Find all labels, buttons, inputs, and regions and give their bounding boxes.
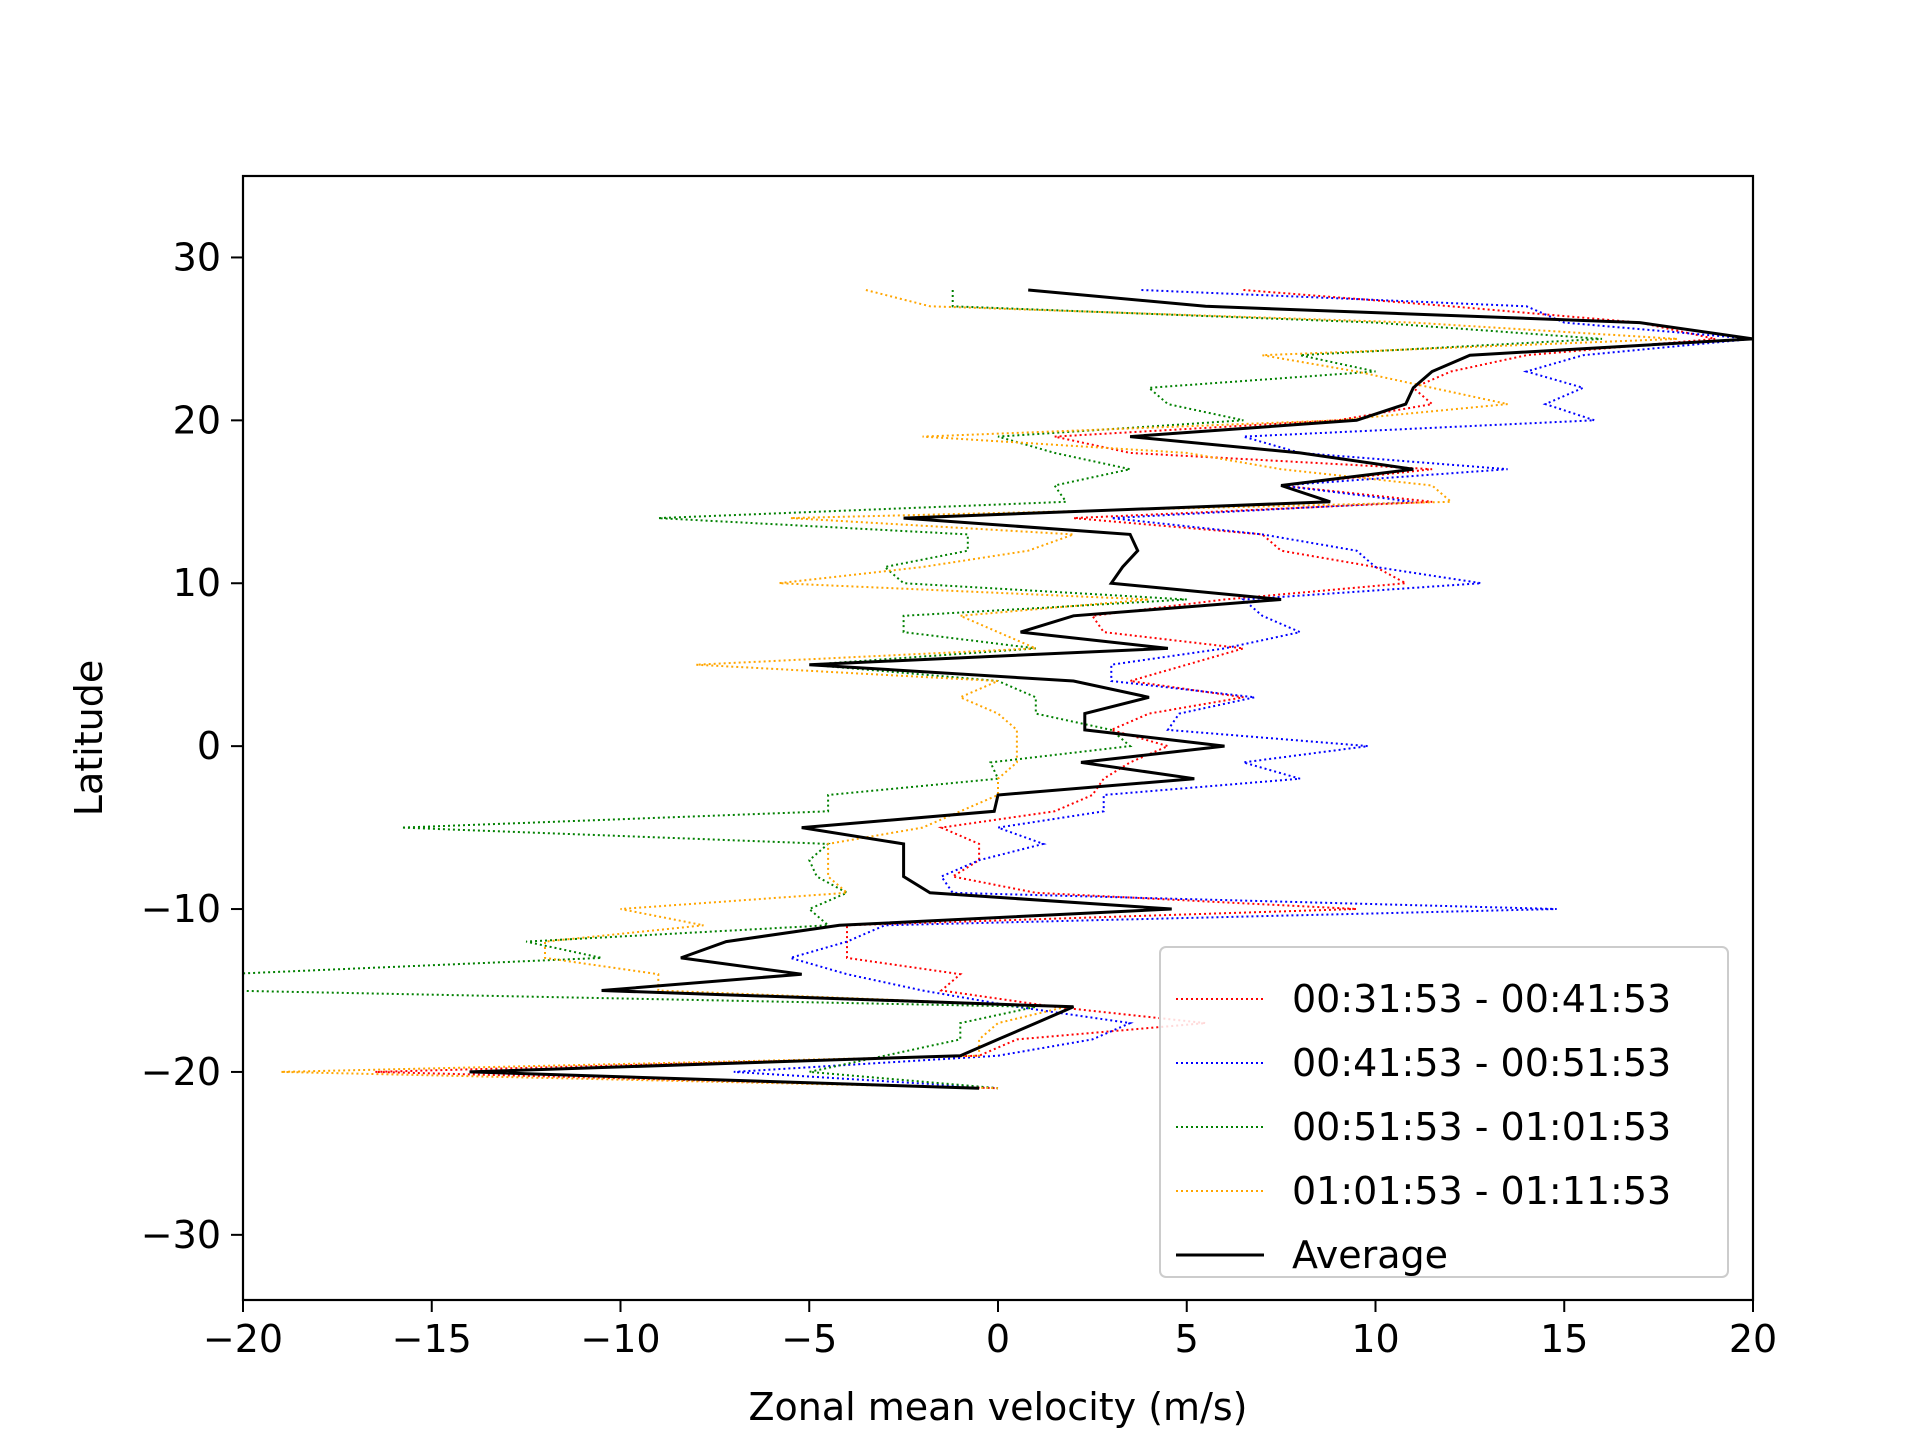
y-tick-label: −10 <box>141 887 221 931</box>
y-tick-label: 10 <box>173 561 221 605</box>
legend-label: 00:51:53 - 01:01:53 <box>1292 1105 1671 1149</box>
x-tick-label: 20 <box>1729 1317 1777 1361</box>
x-axis-ticks: −20 −15 −10 −5 0 5 10 15 20 <box>203 1300 1777 1361</box>
x-tick-label: 10 <box>1351 1317 1399 1361</box>
y-axis-label: Latitude <box>67 660 111 816</box>
legend-label: Average <box>1292 1233 1448 1277</box>
y-tick-label: −30 <box>141 1213 221 1257</box>
x-tick-label: 0 <box>986 1317 1010 1361</box>
y-tick-label: 20 <box>173 398 221 442</box>
y-tick-label: −20 <box>141 1050 221 1094</box>
x-tick-label: −10 <box>580 1317 660 1361</box>
legend: 00:31:53 - 00:41:53 00:41:53 - 00:51:53 00… <box>1159 946 1729 1278</box>
x-tick-label: −20 <box>203 1317 283 1361</box>
series-layer <box>243 288 1753 1090</box>
series-line-5 <box>469 288 1753 1090</box>
y-tick-label: 30 <box>173 235 221 279</box>
legend-box <box>1159 946 1729 1278</box>
series-line-2 <box>733 289 1753 1090</box>
legend-label: 00:41:53 - 00:51:53 <box>1292 1041 1671 1085</box>
x-tick-label: 15 <box>1540 1317 1588 1361</box>
x-tick-label: −5 <box>781 1317 837 1361</box>
x-axis-label: Zonal mean velocity (m/s) <box>749 1385 1248 1429</box>
x-tick-label: −15 <box>392 1317 472 1361</box>
y-tick-label: 0 <box>197 724 221 768</box>
legend-label: 00:31:53 - 00:41:53 <box>1292 977 1671 1021</box>
legend-label: 01:01:53 - 01:11:53 <box>1292 1169 1671 1213</box>
series-line-1 <box>375 289 1716 1090</box>
x-tick-label: 5 <box>1175 1317 1199 1361</box>
y-axis-ticks: −30 −20 −10 0 10 20 30 <box>141 235 243 1257</box>
series-line-3 <box>243 290 1603 1090</box>
